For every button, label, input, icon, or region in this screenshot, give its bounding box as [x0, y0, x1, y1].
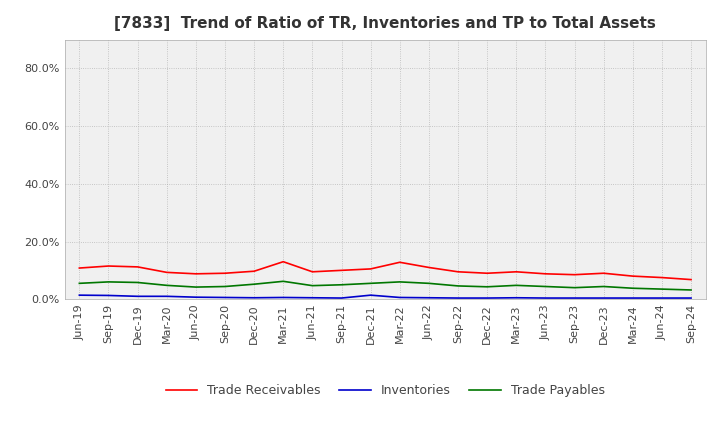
- Inventories: [250, 295, 258, 301]
- Inventories: [570, 295, 579, 301]
- Trade Receivables: [220, 271, 229, 276]
- Legend: Trade Receivables, Inventories, Trade Payables: Trade Receivables, Inventories, Trade Pa…: [161, 379, 610, 402]
- Inventories: [133, 293, 142, 299]
- Inventories: [104, 293, 113, 298]
- Inventories: [657, 295, 666, 301]
- Trade Receivables: [483, 271, 492, 276]
- Inventories: [75, 293, 84, 298]
- Trade Payables: [483, 284, 492, 290]
- Trade Receivables: [395, 260, 404, 265]
- Trade Receivables: [541, 271, 550, 276]
- Trade Payables: [599, 284, 608, 289]
- Inventories: [163, 293, 171, 299]
- Trade Payables: [541, 284, 550, 289]
- Trade Receivables: [629, 274, 637, 279]
- Trade Receivables: [75, 265, 84, 271]
- Title: [7833]  Trend of Ratio of TR, Inventories and TP to Total Assets: [7833] Trend of Ratio of TR, Inventories…: [114, 16, 656, 32]
- Line: Inventories: Inventories: [79, 295, 691, 298]
- Trade Receivables: [279, 259, 287, 264]
- Trade Payables: [75, 281, 84, 286]
- Trade Payables: [629, 286, 637, 291]
- Inventories: [512, 295, 521, 301]
- Line: Trade Payables: Trade Payables: [79, 281, 691, 290]
- Inventories: [629, 295, 637, 301]
- Inventories: [599, 295, 608, 301]
- Trade Payables: [192, 284, 200, 290]
- Trade Payables: [687, 287, 696, 293]
- Trade Receivables: [192, 271, 200, 276]
- Trade Receivables: [104, 264, 113, 269]
- Trade Payables: [163, 283, 171, 288]
- Trade Payables: [657, 286, 666, 292]
- Trade Receivables: [337, 268, 346, 273]
- Trade Receivables: [599, 271, 608, 276]
- Trade Payables: [337, 282, 346, 287]
- Inventories: [687, 295, 696, 301]
- Inventories: [483, 295, 492, 301]
- Trade Receivables: [687, 277, 696, 282]
- Trade Payables: [570, 285, 579, 290]
- Inventories: [337, 295, 346, 301]
- Trade Payables: [425, 281, 433, 286]
- Trade Payables: [104, 279, 113, 285]
- Inventories: [454, 295, 462, 301]
- Inventories: [279, 295, 287, 300]
- Trade Receivables: [250, 268, 258, 274]
- Trade Receivables: [133, 264, 142, 270]
- Trade Receivables: [425, 265, 433, 270]
- Trade Receivables: [657, 275, 666, 280]
- Trade Payables: [308, 283, 317, 288]
- Trade Payables: [454, 283, 462, 289]
- Trade Receivables: [308, 269, 317, 275]
- Line: Trade Receivables: Trade Receivables: [79, 262, 691, 279]
- Trade Payables: [133, 280, 142, 285]
- Trade Payables: [220, 284, 229, 289]
- Inventories: [395, 295, 404, 300]
- Trade Payables: [250, 282, 258, 287]
- Trade Receivables: [366, 266, 375, 271]
- Trade Receivables: [454, 269, 462, 275]
- Trade Receivables: [512, 269, 521, 275]
- Inventories: [308, 295, 317, 301]
- Inventories: [192, 294, 200, 300]
- Trade Payables: [395, 279, 404, 285]
- Trade Receivables: [570, 272, 579, 277]
- Inventories: [220, 295, 229, 300]
- Inventories: [425, 295, 433, 301]
- Trade Payables: [279, 279, 287, 284]
- Trade Receivables: [163, 270, 171, 275]
- Inventories: [541, 295, 550, 301]
- Inventories: [366, 293, 375, 298]
- Trade Payables: [512, 283, 521, 288]
- Trade Payables: [366, 281, 375, 286]
